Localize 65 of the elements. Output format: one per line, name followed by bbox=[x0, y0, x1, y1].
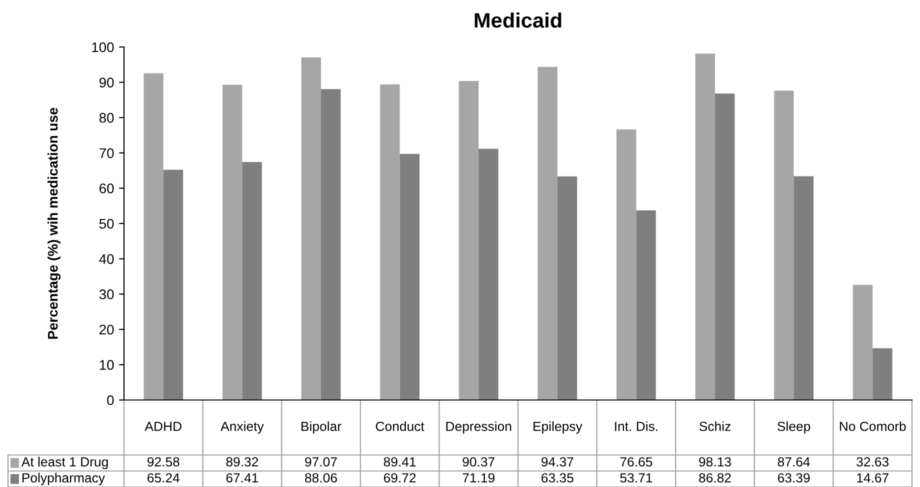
bar bbox=[852, 284, 873, 400]
x-tick-label: Int. Dis. bbox=[615, 421, 658, 432]
y-tick-label: 100 bbox=[92, 42, 114, 52]
y-tick-label: 90 bbox=[99, 78, 114, 88]
data-label: 89.32 bbox=[226, 457, 258, 467]
data-label: 89.41 bbox=[384, 457, 416, 467]
bar bbox=[715, 94, 735, 400]
x-tick-label: Bipolar bbox=[302, 421, 342, 434]
bar bbox=[144, 73, 164, 400]
y-tick-label: 30 bbox=[99, 289, 114, 300]
y-tick-label: 50 bbox=[99, 218, 114, 229]
data-label: 69.72 bbox=[384, 473, 416, 483]
bar bbox=[538, 66, 558, 400]
data-label: 97.07 bbox=[305, 457, 337, 467]
data-label: 88.06 bbox=[305, 473, 337, 483]
data-label: 63.39 bbox=[778, 473, 810, 483]
bar bbox=[695, 54, 715, 400]
x-tick-label: No Comorb bbox=[840, 421, 906, 432]
x-tick-label: ADHD bbox=[144, 422, 182, 431]
bar bbox=[478, 148, 498, 400]
chart-title: Medicaid bbox=[474, 12, 562, 28]
data-label: 76.65 bbox=[620, 457, 652, 467]
data-label: 90.37 bbox=[462, 457, 494, 467]
data-label: 92.58 bbox=[148, 457, 180, 467]
data-label: 53.71 bbox=[620, 473, 652, 483]
y-tick-label: 80 bbox=[99, 112, 114, 123]
x-tick-label: Anxiety bbox=[220, 421, 264, 434]
bar bbox=[458, 80, 479, 400]
data-label: 14.67 bbox=[857, 473, 888, 483]
bar bbox=[301, 57, 321, 400]
y-axis-title: Percentage (%) wih medication use bbox=[48, 108, 61, 339]
data-label: 32.63 bbox=[856, 457, 889, 467]
bar bbox=[321, 89, 341, 400]
data-label: 98.13 bbox=[699, 457, 731, 467]
y-tick-label: 0 bbox=[107, 395, 114, 406]
bar bbox=[794, 176, 814, 400]
y-tick-label: 70 bbox=[100, 148, 114, 158]
legend-label: At least 1 Drug bbox=[21, 456, 108, 470]
bar bbox=[872, 348, 892, 400]
bar bbox=[242, 162, 262, 400]
bar bbox=[400, 154, 420, 400]
data-label: 67.41 bbox=[226, 473, 258, 483]
bar bbox=[774, 90, 794, 400]
data-label: 94.37 bbox=[542, 457, 574, 467]
data-label: 86.82 bbox=[699, 473, 731, 483]
bar bbox=[636, 210, 656, 400]
y-tick-label: 10 bbox=[100, 360, 114, 370]
bar bbox=[557, 176, 578, 400]
x-tick-label: Schiz bbox=[699, 421, 730, 432]
bar bbox=[163, 170, 184, 400]
bar bbox=[616, 129, 636, 400]
bar bbox=[380, 84, 400, 400]
data-label: 71.19 bbox=[462, 473, 494, 483]
x-tick-label: Sleep bbox=[778, 421, 810, 434]
data-label: 63.35 bbox=[542, 473, 574, 483]
x-tick-label: Epilepsy bbox=[534, 421, 582, 434]
x-tick-label: Conduct bbox=[376, 421, 424, 432]
y-tick-label: 60 bbox=[100, 184, 114, 194]
bar bbox=[222, 84, 242, 400]
x-tick-label: Depression bbox=[446, 421, 512, 434]
data-label: 87.64 bbox=[778, 457, 810, 467]
y-tick-label: 20 bbox=[100, 324, 114, 335]
y-tick-label: 40 bbox=[99, 254, 114, 264]
legend-label: Polypharmacy bbox=[22, 472, 105, 486]
data-label: 65.24 bbox=[148, 473, 180, 483]
